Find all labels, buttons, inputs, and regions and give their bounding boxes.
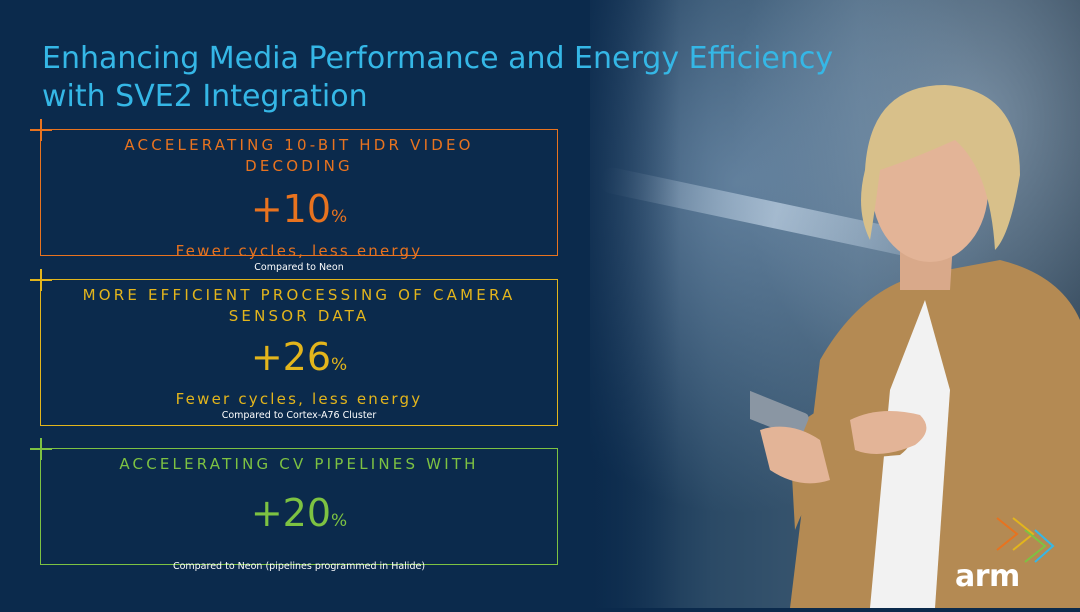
woman-with-phone-image <box>736 60 1080 608</box>
card-subtitle: Fewer cycles, less energy <box>175 390 423 408</box>
metric-unit: % <box>331 511 348 531</box>
card-heading: ACCELERATING 10-BIT HDR VIDEO DECODING <box>124 136 474 175</box>
metric-unit: % <box>331 355 348 375</box>
metric-unit: % <box>331 207 348 227</box>
chevron-arrows-icon <box>996 517 1055 563</box>
card-subtitle: Fewer cycles, less energy <box>175 242 423 260</box>
card-metric: +20% <box>41 491 557 543</box>
plus-crosshair-icon <box>30 119 52 141</box>
plus-crosshair-icon <box>30 269 52 291</box>
card-metric: +26% <box>41 335 557 387</box>
card-note: Compared to Neon <box>254 262 344 273</box>
slide-title-line-2: with SVE2 Integration <box>42 79 368 114</box>
card-note: Compared to Neon (pipelines programmed i… <box>172 561 426 572</box>
card-heading: MORE EFFICIENT PROCESSING OF CAMERA SENS… <box>41 285 557 327</box>
metric-value: +10 <box>250 187 332 231</box>
card-metric: +10% <box>41 187 557 239</box>
card-note: Compared to Cortex-A76 Cluster <box>221 410 377 421</box>
card-heading: ACCELERATING CV PIPELINES WITH <box>119 455 479 473</box>
card-heading-line-2: SENSOR DATA <box>228 307 370 325</box>
hdr-video-decoding-card: ACCELERATING 10-BIT HDR VIDEO DECODING +… <box>30 119 558 273</box>
slide-title: Enhancing Media Performance and Energy E… <box>42 40 842 116</box>
camera-sensor-processing-card: MORE EFFICIENT PROCESSING OF CAMERA SENS… <box>30 269 558 426</box>
metric-value: +20 <box>250 491 332 535</box>
background-fade <box>560 0 680 608</box>
metric-value: +26 <box>250 335 332 379</box>
card-heading-line-1: MORE EFFICIENT PROCESSING OF CAMERA <box>82 286 516 304</box>
cv-pipelines-card: ACCELERATING CV PIPELINES WITH +20% Comp… <box>30 438 558 572</box>
slide-title-line-1: Enhancing Media Performance and Energy E… <box>42 41 834 76</box>
plus-crosshair-icon <box>30 438 52 460</box>
arm-logo: arm <box>955 559 1020 594</box>
